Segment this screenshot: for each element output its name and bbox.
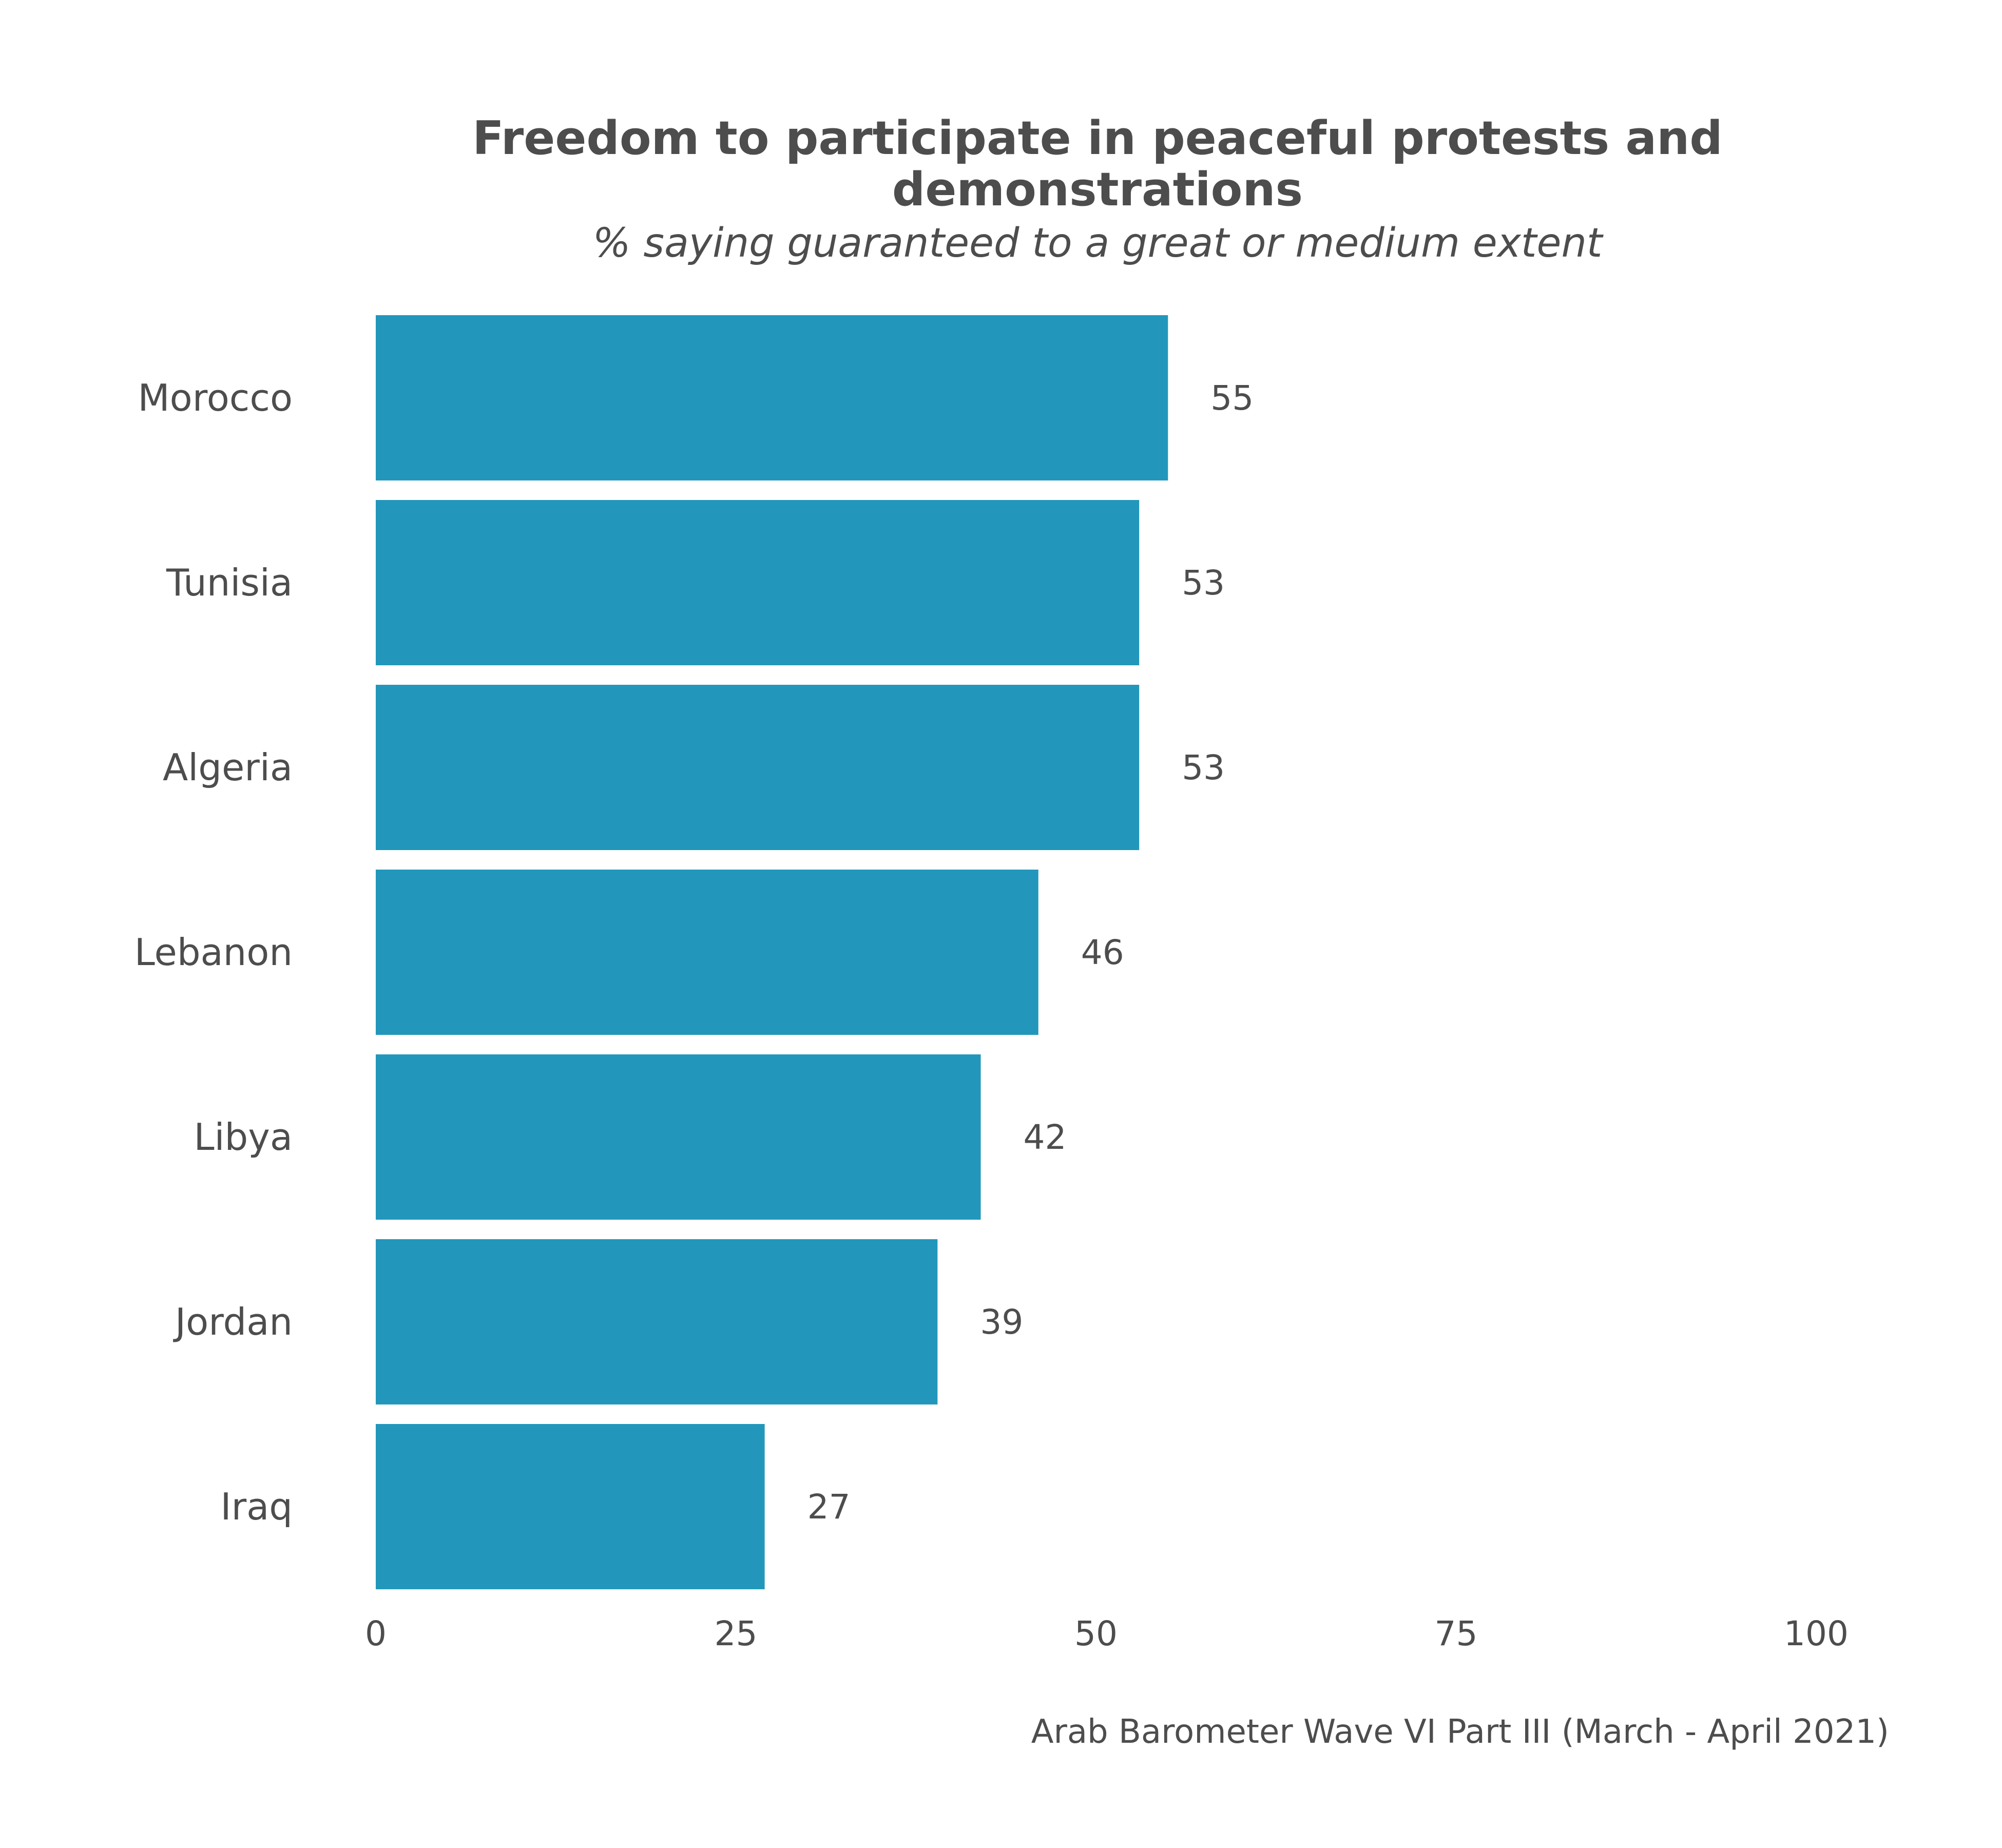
data-label-lebanon: 46 — [1081, 933, 1124, 972]
category-labels-group: Morocco Tunisia Algeria Lebanon Libya Jordan I… — [134, 376, 293, 1528]
x-tick-label-50: 50 — [1074, 1614, 1118, 1653]
category-label-jordan: Jordan — [173, 1300, 293, 1343]
data-label-algeria: 53 — [1182, 748, 1225, 787]
bar-iraq — [376, 1424, 765, 1589]
x-tick-label-25: 25 — [715, 1614, 758, 1653]
category-label-iraq: Iraq — [220, 1485, 293, 1528]
chart-title-line-2: demonstrations — [892, 163, 1303, 217]
bar-lebanon — [376, 870, 1038, 1035]
bar-tunisia — [376, 500, 1140, 665]
data-label-iraq: 27 — [807, 1487, 851, 1527]
chart-title-line-1: Freedom to participate in peaceful prote… — [472, 111, 1723, 165]
data-label-libya: 42 — [1024, 1118, 1067, 1157]
data-label-morocco: 55 — [1210, 378, 1254, 418]
data-label-jordan: 39 — [980, 1302, 1023, 1342]
x-tick-label-100: 100 — [1784, 1614, 1849, 1653]
bar-morocco — [376, 315, 1168, 480]
bar-jordan — [376, 1239, 938, 1404]
category-label-tunisia: Tunisia — [166, 561, 293, 604]
x-axis-tick-labels-group: 0 25 50 75 100 — [365, 1614, 1849, 1653]
x-tick-label-0: 0 — [365, 1614, 387, 1653]
category-label-libya: Libya — [194, 1115, 293, 1159]
x-tick-label-75: 75 — [1435, 1614, 1478, 1653]
chart-subtitle: % saying guaranteed to a great or medium… — [593, 220, 1604, 266]
bar-algeria — [376, 685, 1140, 850]
data-label-tunisia: 53 — [1182, 563, 1225, 603]
category-label-lebanon: Lebanon — [134, 931, 293, 974]
data-labels-group: 55 53 53 46 42 39 27 — [807, 378, 1254, 1527]
chart-caption: Arab Barometer Wave VI Part III (March -… — [1031, 1713, 1889, 1751]
category-label-morocco: Morocco — [138, 376, 293, 419]
bars-group — [376, 315, 1168, 1589]
category-label-algeria: Algeria — [163, 746, 293, 789]
bar-libya — [376, 1054, 981, 1220]
